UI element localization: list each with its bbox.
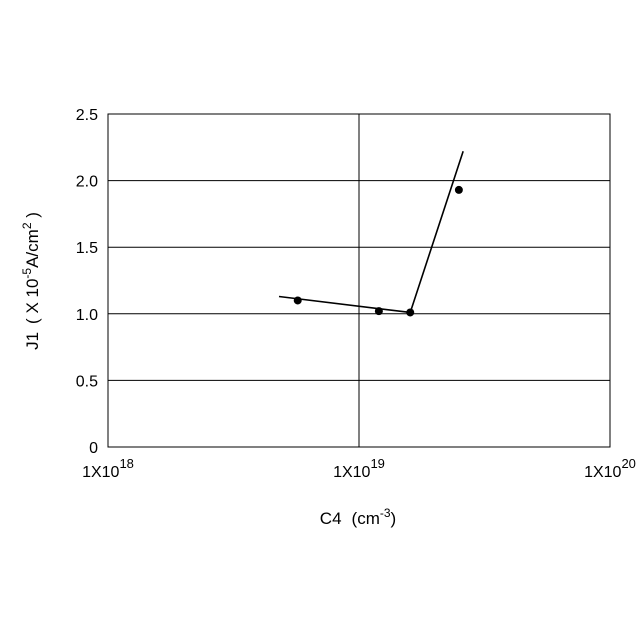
data-point (375, 307, 383, 315)
x-axis-label: C4(cm-3) (320, 506, 396, 528)
y-axis-label: J1( X 10-5A/cm2 ) (20, 212, 42, 350)
data-points (294, 186, 463, 317)
fit-line (410, 151, 463, 312)
data-point (406, 308, 414, 316)
y-tick-label: 0 (89, 440, 98, 457)
data-point (455, 186, 463, 194)
x-tick-label: 1X1019 (333, 456, 385, 481)
y-tick-label: 2.5 (76, 107, 98, 124)
y-tick-label: 1.5 (76, 240, 98, 257)
y-tick-label: 0.5 (76, 373, 98, 390)
data-point (294, 296, 302, 304)
y-tick-labels: 0 0.5 1.0 1.5 2.0 2.5 (76, 107, 98, 457)
fit-lines (279, 151, 463, 312)
y-tick-label: 2.0 (76, 174, 98, 191)
grid (108, 114, 610, 447)
x-tick-label: 1X1018 (82, 456, 134, 481)
x-tick-label: 1X1020 (584, 456, 636, 481)
y-tick-label: 1.0 (76, 307, 98, 324)
x-tick-labels: 1X1018 1X1019 1X1020 (82, 456, 636, 481)
